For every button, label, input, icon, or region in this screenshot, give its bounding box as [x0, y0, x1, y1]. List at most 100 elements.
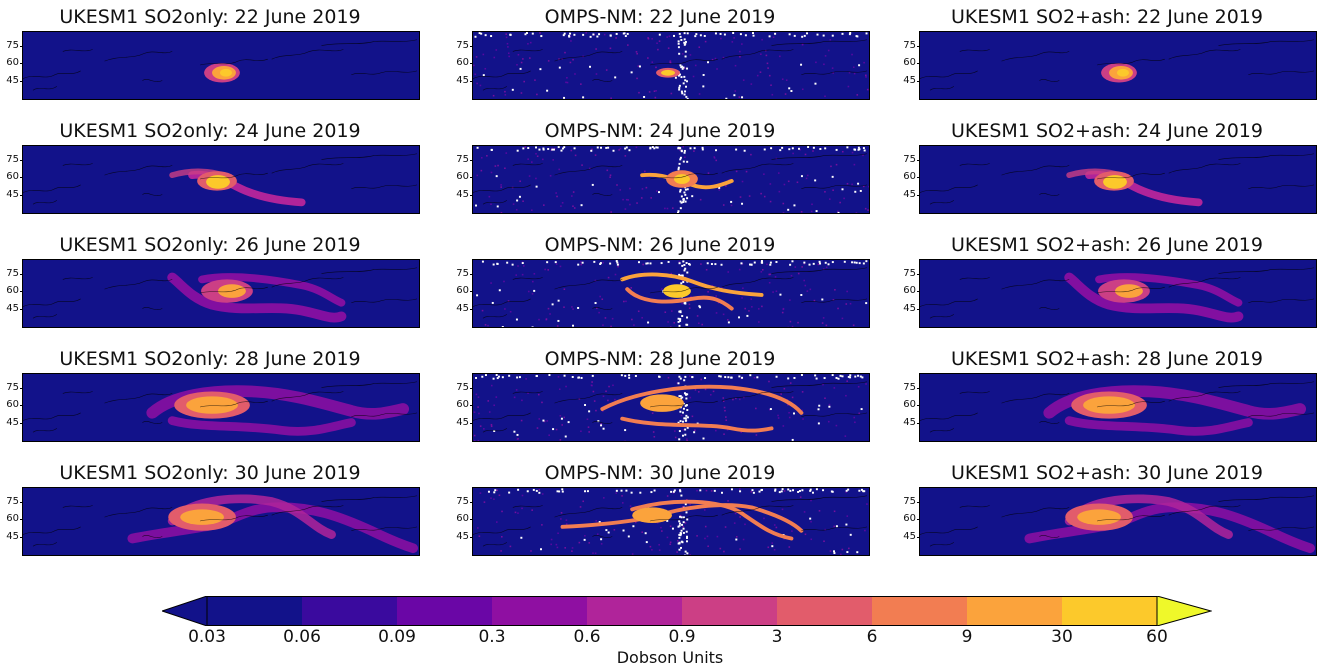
coastline — [104, 507, 173, 518]
latitude-tick-label: 75 — [6, 268, 19, 280]
map-canvas — [473, 146, 869, 213]
coastline — [32, 542, 58, 547]
coastline — [200, 400, 268, 408]
panel-title: OMPS-NM: 24 June 2019 — [544, 120, 776, 142]
latitude-tick-label: 60 — [6, 171, 19, 183]
model-map — [919, 259, 1317, 328]
coastline — [721, 277, 794, 288]
coastline — [1039, 79, 1060, 82]
latitude-tick-mark — [20, 502, 23, 504]
colorbar-tick-label: 30 — [1051, 627, 1073, 647]
latitude-tick-label: 60 — [903, 399, 916, 411]
coastline — [473, 184, 531, 193]
colorbar-tick-label: 0.3 — [478, 627, 506, 647]
colorbar-extend-low — [162, 596, 208, 626]
panel-title: UKESM1 SO2+ash: 28 June 2019 — [951, 348, 1263, 370]
coastline — [142, 307, 163, 310]
panel-title: UKESM1 SO2only: 28 June 2019 — [59, 348, 361, 370]
latitude-tick-label: 45 — [903, 74, 916, 86]
latitude-tick-label: 75 — [456, 154, 469, 166]
coastline — [929, 86, 955, 91]
colorbar-segment — [492, 596, 587, 626]
map-canvas — [23, 381, 418, 436]
coastline — [104, 393, 173, 404]
latitude-tick-label: 60 — [903, 57, 916, 69]
coastline — [142, 421, 163, 424]
latitude-tick-label: 45 — [6, 416, 19, 428]
colorbar-segment — [967, 596, 1062, 626]
coastline — [1168, 391, 1241, 402]
latitude-tick-label: 60 — [6, 513, 19, 525]
coastline — [650, 400, 718, 408]
model-map — [919, 487, 1317, 556]
coastline — [1248, 184, 1315, 189]
coastline — [1218, 39, 1315, 46]
coastline — [1097, 286, 1165, 294]
latitude-tick-label: 75 — [903, 382, 916, 394]
coastline — [1001, 393, 1070, 404]
coastline — [62, 163, 93, 166]
coastline — [650, 58, 718, 66]
panel-title: UKESM1 SO2+ash: 22 June 2019 — [951, 6, 1263, 28]
map-canvas — [23, 153, 418, 207]
latitude-tick-mark — [20, 308, 23, 310]
map-canvas — [920, 494, 1316, 554]
latitude-tick-label: 75 — [903, 496, 916, 508]
coastline — [351, 184, 418, 189]
latitude-tick-label: 75 — [6, 382, 19, 394]
coastline — [104, 165, 173, 176]
coastline — [351, 70, 418, 75]
coastline — [32, 314, 58, 319]
colorbar-tick-label: 6 — [866, 627, 878, 647]
latitude-tick-mark — [917, 274, 920, 276]
model-map — [22, 373, 420, 442]
colorbar-tick-label: 0.06 — [283, 627, 321, 647]
coastline — [200, 286, 268, 294]
coastline — [554, 279, 623, 290]
latitude-tick-mark — [917, 46, 920, 48]
map-canvas — [23, 494, 419, 554]
coastline — [1248, 412, 1315, 417]
colorbar-tick-label: 60 — [1146, 627, 1168, 647]
latitude-tick-mark — [917, 388, 920, 390]
coastline — [62, 49, 93, 52]
coastline — [771, 267, 868, 274]
latitude-tick-label: 45 — [903, 530, 916, 542]
coastline — [23, 184, 81, 193]
latitude-tick-mark — [20, 388, 23, 390]
coastline — [1001, 51, 1070, 62]
coastline — [1097, 58, 1165, 66]
coastline — [271, 277, 344, 288]
map-canvas — [23, 39, 418, 91]
coastline — [721, 391, 794, 402]
coastline — [721, 49, 794, 60]
panel-title: UKESM1 SO2only: 24 June 2019 — [59, 120, 361, 142]
model-map — [22, 259, 420, 328]
coastline — [23, 412, 81, 421]
coastline — [1248, 70, 1315, 75]
panel-title: UKESM1 SO2only: 30 June 2019 — [59, 462, 361, 484]
coastline — [321, 495, 418, 502]
coastline — [62, 505, 93, 508]
coastline — [23, 70, 81, 79]
latitude-tick-label: 45 — [456, 302, 469, 314]
coastline — [721, 505, 794, 516]
colorbar-tick-label: 9 — [961, 627, 973, 647]
coastline — [271, 391, 344, 402]
latitude-tick-mark — [470, 388, 473, 390]
latitude-tick-mark — [20, 536, 23, 538]
coastline — [920, 70, 978, 79]
coastline — [554, 165, 623, 176]
latitude-tick-mark — [470, 519, 473, 521]
coastline — [929, 200, 955, 205]
coastline — [801, 70, 868, 75]
observation-map — [472, 145, 870, 214]
latitude-tick-label: 45 — [6, 530, 19, 542]
coastline — [959, 163, 990, 166]
coastline — [771, 153, 868, 160]
coastline — [721, 163, 794, 174]
coastline — [321, 381, 418, 388]
map-canvas — [920, 39, 1315, 91]
panel-title: UKESM1 SO2+ash: 30 June 2019 — [951, 462, 1263, 484]
coastline — [473, 412, 531, 421]
